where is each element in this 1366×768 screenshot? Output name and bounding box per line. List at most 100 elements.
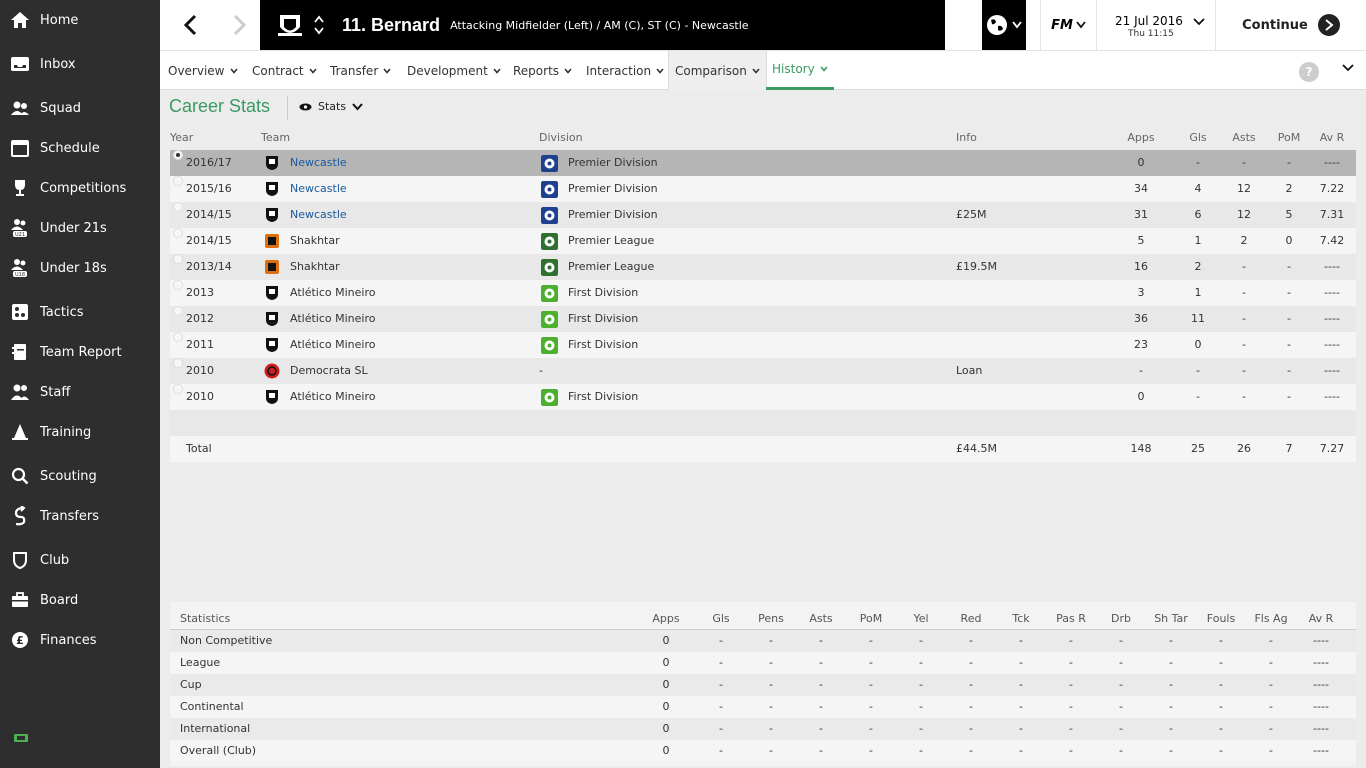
team-badge-icon[interactable] — [264, 285, 280, 301]
division-icon[interactable] — [541, 311, 558, 328]
sidebar-item-training[interactable]: Training — [0, 412, 160, 452]
list-item[interactable]: League 0- - - - - - - - - - - - ---- — [170, 652, 1356, 674]
tab-reports[interactable]: Reports — [513, 51, 572, 90]
globe-icon[interactable] — [982, 0, 1026, 50]
stat-col-asts[interactable]: Asts — [809, 612, 833, 625]
division-icon[interactable] — [541, 259, 558, 276]
row-radio[interactable] — [173, 280, 183, 290]
row-radio[interactable] — [173, 306, 183, 316]
row-team[interactable]: Newcastle — [290, 208, 347, 221]
division-icon[interactable] — [541, 285, 558, 302]
row-division[interactable]: First Division — [568, 312, 639, 325]
stat-col-apps[interactable]: Apps — [652, 612, 680, 625]
table-row[interactable]: 2010 Democrata SL - Loan - - - - ---- — [170, 358, 1356, 384]
sidebar-item-home[interactable]: Home — [0, 0, 160, 40]
sidebar-item-finances[interactable]: £ Finances — [0, 620, 160, 660]
list-item[interactable]: Overall (Club) 0- - - - - - - - - - - - ---- — [170, 740, 1356, 762]
list-item[interactable]: Cup 0- - - - - - - - - - - - ---- — [170, 674, 1356, 696]
tab-interaction[interactable]: Interaction — [586, 51, 664, 90]
col-apps[interactable]: Apps — [1127, 131, 1155, 144]
table-row[interactable]: 2011 Atlético Mineiro First Division 23 0- - -… — [170, 332, 1356, 358]
search-icon[interactable] — [940, 0, 970, 50]
stat-col-drb[interactable]: Drb — [1111, 612, 1131, 625]
stat-col-yel[interactable]: Yel — [913, 612, 929, 625]
col-team[interactable]: Team — [261, 131, 291, 144]
sidebar-item-under-18s[interactable]: U18 Under 18s — [0, 248, 160, 288]
row-radio[interactable] — [173, 228, 183, 238]
row-radio[interactable] — [173, 384, 183, 394]
list-item[interactable]: Continental 0- - - - - - - - - - - - ---- — [170, 696, 1356, 718]
row-division[interactable]: Premier Division — [568, 208, 658, 221]
team-badge-icon[interactable] — [264, 337, 280, 353]
row-radio[interactable] — [173, 150, 183, 160]
division-icon[interactable] — [541, 207, 558, 224]
row-team[interactable]: Atlético Mineiro — [290, 312, 376, 325]
division-icon[interactable] — [541, 181, 558, 198]
row-team[interactable]: Shakhtar — [290, 260, 340, 273]
list-item[interactable]: Non Competitive 0- - - - - - - - - - - - ---- — [170, 630, 1356, 652]
col-info[interactable]: Info — [956, 131, 977, 144]
sidebar-item-tactics[interactable]: Tactics — [0, 292, 160, 332]
division-icon[interactable] — [541, 233, 558, 250]
club-crest-icon[interactable] — [274, 9, 306, 41]
tab-comparison[interactable]: Comparison — [668, 51, 767, 90]
stat-col-tck[interactable]: Tck — [1012, 612, 1030, 625]
row-team[interactable]: Newcastle — [290, 156, 347, 169]
sidebar-item-transfers[interactable]: Transfers — [0, 496, 160, 536]
help-icon[interactable]: ? — [1299, 62, 1319, 82]
row-division[interactable]: First Division — [568, 338, 639, 351]
stat-col-av-r[interactable]: Av R — [1308, 612, 1334, 625]
col-asts[interactable]: Asts — [1232, 131, 1256, 144]
col-avr[interactable]: Av R — [1319, 131, 1345, 144]
team-badge-icon[interactable] — [264, 207, 280, 223]
sidebar-item-competitions[interactable]: Competitions — [0, 168, 160, 208]
team-badge-icon[interactable] — [264, 155, 280, 171]
row-division[interactable]: Premier League — [568, 234, 655, 247]
table-row[interactable]: 2015/16 Newcastle Premier Division 34 4 12 2 7.… — [170, 176, 1356, 202]
row-team[interactable]: Atlético Mineiro — [290, 390, 376, 403]
sidebar-item-under-21s[interactable]: U21 Under 21s — [0, 208, 160, 248]
chevron-down-icon[interactable] — [1342, 63, 1354, 73]
table-row[interactable]: 2014/15 Shakhtar Premier League 5 1 2 0 7.42 — [170, 228, 1356, 254]
sidebar-item-club[interactable]: Club — [0, 540, 160, 580]
row-radio[interactable] — [173, 358, 183, 368]
col-division[interactable]: Division — [539, 131, 583, 144]
team-badge-icon[interactable] — [264, 311, 280, 327]
player-switch-arrows[interactable] — [312, 9, 326, 41]
tab-development[interactable]: Development — [407, 51, 501, 90]
row-radio[interactable] — [173, 202, 183, 212]
tab-overview[interactable]: Overview — [168, 51, 238, 90]
team-badge-icon[interactable] — [264, 181, 280, 197]
division-icon[interactable] — [541, 155, 558, 172]
row-division[interactable]: Premier Division — [568, 156, 658, 169]
row-division[interactable]: First Division — [568, 390, 639, 403]
tab-history[interactable]: History — [766, 51, 834, 90]
stat-col-red[interactable]: Red — [960, 612, 982, 625]
date-selector[interactable]: 21 Jul 2016 Thu 11:15 — [1096, 0, 1216, 50]
continue-button[interactable]: Continue — [1216, 0, 1366, 50]
view-dropdown[interactable]: Stats — [299, 100, 363, 113]
col-gls[interactable]: Gls — [1189, 131, 1207, 144]
sidebar-item-staff[interactable]: Staff — [0, 372, 160, 412]
fm-menu-button[interactable]: FM — [1040, 0, 1096, 50]
sidebar-item-board[interactable]: Board — [0, 580, 160, 620]
row-team[interactable]: Atlético Mineiro — [290, 286, 376, 299]
row-team[interactable]: Newcastle — [290, 182, 347, 195]
back-button[interactable] — [165, 0, 215, 50]
table-row[interactable]: 2013/14 Shakhtar Premier League £19.5M 16 2- -… — [170, 254, 1356, 280]
stat-col-fls-ag[interactable]: Fls Ag — [1254, 612, 1288, 625]
row-division[interactable]: Premier League — [568, 260, 655, 273]
list-item[interactable]: International 0- - - - - - - - - - - - ---- — [170, 718, 1356, 740]
row-radio[interactable] — [173, 254, 183, 264]
col-pom[interactable]: PoM — [1277, 131, 1301, 144]
team-badge-icon[interactable] — [264, 363, 280, 379]
row-radio[interactable] — [173, 332, 183, 342]
table-row[interactable]: 2013 Atlético Mineiro First Division 3 1- - --… — [170, 280, 1356, 306]
team-badge-icon[interactable] — [264, 233, 280, 249]
row-team[interactable]: Democrata SL — [290, 364, 368, 377]
stat-col-gls[interactable]: Gls — [712, 612, 730, 625]
team-badge-icon[interactable] — [264, 259, 280, 275]
stat-col-pens[interactable]: Pens — [758, 612, 784, 625]
col-year[interactable]: Year — [170, 131, 194, 144]
stat-col-pom[interactable]: PoM — [859, 612, 883, 625]
